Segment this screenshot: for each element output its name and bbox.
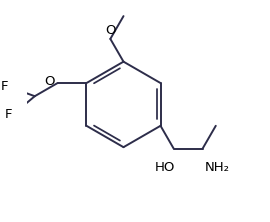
Text: O: O	[44, 75, 55, 88]
Text: NH₂: NH₂	[205, 161, 230, 174]
Text: F: F	[0, 80, 8, 93]
Text: HO: HO	[155, 161, 175, 174]
Text: F: F	[5, 108, 12, 121]
Text: O: O	[105, 24, 116, 37]
